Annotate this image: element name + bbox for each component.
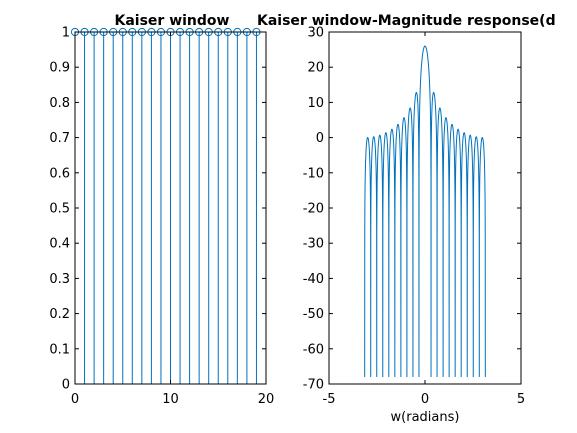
y-tick-label: 0.4 (49, 237, 70, 252)
y-tick-label: 0.1 (49, 342, 70, 357)
y-tick-label: -10 (303, 166, 324, 181)
plot-frame (74, 31, 267, 385)
plot-frame (328, 31, 522, 385)
stem-series (70, 27, 261, 384)
axis-ticks: 0 10 20 0 0.1 0.2 0.3 0.4 0.5 0.6 0.7 0.8 0.9 1 (49, 26, 274, 408)
y-tick-label: 0.5 (49, 202, 70, 217)
y-tick-label: 0.2 (49, 307, 70, 322)
y-tick-label: -30 (303, 237, 324, 252)
y-tick-label: -40 (303, 272, 324, 287)
x-axis-label: w(radians) (391, 410, 460, 425)
y-tick-label: 0 (316, 131, 324, 146)
x-tick-label: 0 (71, 392, 79, 407)
x-tick-label: 5 (517, 392, 525, 407)
y-tick-label: -20 (303, 202, 324, 217)
y-tick-label: -50 (303, 307, 324, 322)
y-tick-label: 20 (307, 61, 324, 76)
y-tick-label: 30 (307, 26, 324, 41)
magnitude-response-plot: Kaiser window-Magnitude response(d -5 0 5-… (257, 13, 556, 425)
x-tick-label: 10 (162, 392, 179, 407)
y-tick-label: 0.9 (49, 61, 70, 76)
y-tick-label: -60 (303, 342, 324, 357)
magnitude-response-line (364, 45, 486, 377)
x-tick-label: 0 (421, 392, 429, 407)
y-tick-label: -70 (303, 378, 324, 393)
chart-title: Kaiser window (115, 13, 230, 29)
chart-title: Kaiser window-Magnitude response(d (257, 13, 556, 29)
y-tick-label: 0.6 (49, 166, 70, 181)
y-tick-label: 10 (307, 96, 324, 111)
y-tick-label: 0 (62, 378, 70, 393)
magnitude-series (364, 45, 486, 377)
x-tick-label: 20 (258, 392, 275, 407)
y-tick-label: 1 (62, 26, 70, 41)
y-tick-label: 0.3 (49, 272, 70, 287)
x-tick-label: -5 (323, 392, 336, 407)
kaiser-window-stem-plot: Kaiser window 0 10 20 0 0.1 0.2 0.3 0.4 0.5 0.6 0.… (49, 13, 274, 407)
y-tick-label: 0.8 (49, 96, 70, 111)
y-tick-label: 0.7 (49, 131, 70, 146)
